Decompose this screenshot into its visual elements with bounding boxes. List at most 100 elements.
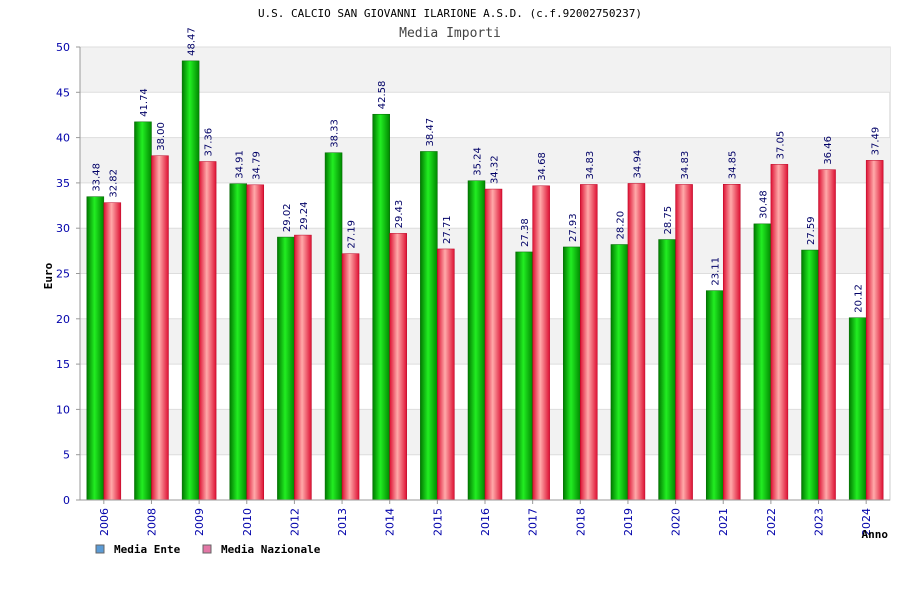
value-label: 34.68: [537, 152, 548, 181]
value-label: 34.85: [728, 151, 739, 180]
x-tick-label: 2009: [193, 508, 206, 536]
bar-media-ente: [753, 223, 772, 501]
value-label: 30.48: [758, 190, 769, 219]
bar-media-nazionale: [341, 253, 360, 501]
value-label: 35.24: [473, 147, 484, 176]
bar-media-nazionale: [770, 164, 789, 501]
bar-media-ente: [134, 121, 152, 501]
x-tick-label: 2013: [336, 508, 349, 536]
bar-media-nazionale: [484, 188, 503, 501]
value-label: 37.36: [204, 128, 215, 157]
x-tick-label: 2016: [479, 508, 492, 536]
bar-media-nazionale: [627, 183, 646, 501]
bar-media-ente: [658, 239, 676, 501]
value-label: 38.00: [156, 122, 167, 151]
bar-media-nazionale: [675, 184, 693, 501]
value-label: 34.32: [490, 155, 501, 184]
value-label: 29.24: [299, 201, 310, 230]
legend-label-media-ente: Media Ente: [114, 543, 181, 556]
value-label: 36.46: [823, 136, 834, 165]
bar-media-ente: [420, 151, 438, 501]
bar-media-nazionale: [246, 184, 265, 501]
x-tick-label: 2015: [431, 508, 444, 536]
x-tick-label: 2023: [813, 508, 826, 536]
bar-media-ente: [324, 152, 343, 501]
x-axis-ticks: 2006 2008 2009 2010 2012 2013 2014 2015 2016 2017…: [98, 500, 873, 536]
value-label: 27.19: [347, 220, 358, 249]
y-tick-label: 30: [56, 222, 70, 235]
bar-media-nazionale: [865, 160, 884, 501]
x-tick-label: 2014: [384, 508, 397, 536]
value-label: 42.58: [377, 81, 388, 110]
bar-media-nazionale: [389, 233, 407, 501]
value-label: 32.82: [108, 169, 119, 198]
x-tick-label: 2006: [98, 508, 111, 536]
value-label: 34.79: [251, 151, 262, 180]
bar-media-ente: [515, 251, 533, 501]
bar-media-nazionale: [580, 184, 598, 501]
value-label: 37.05: [775, 131, 786, 160]
value-label: 27.93: [568, 213, 579, 242]
x-tick-label: 2017: [527, 508, 540, 536]
chart-title: U.S. CALCIO SAN GIOVANNI ILARIONE A.S.D.…: [258, 7, 642, 20]
x-tick-label: 2018: [574, 508, 587, 536]
y-tick-label: 20: [56, 313, 70, 326]
value-label: 33.48: [91, 163, 102, 192]
value-label: 34.83: [585, 151, 596, 180]
grid-band: [80, 47, 890, 93]
value-label: 37.49: [871, 127, 882, 156]
value-label: 27.71: [442, 215, 453, 244]
y-tick-label: 0: [63, 494, 70, 507]
bar-media-ente: [229, 183, 248, 501]
x-tick-label: 2008: [145, 508, 158, 536]
value-label: 27.38: [520, 218, 531, 247]
legend: Media Ente Media Nazionale: [95, 543, 321, 556]
bar-media-ente: [705, 290, 724, 501]
legend-swatch-media-nazionale: [202, 544, 212, 554]
bar-media-nazionale: [722, 184, 741, 501]
value-label: 20.12: [854, 284, 865, 313]
x-tick-label: 2022: [765, 508, 778, 536]
value-label: 38.47: [425, 118, 436, 147]
bar-media-ente: [801, 249, 819, 501]
bar-media-ente: [181, 60, 200, 501]
value-label: 34.94: [632, 150, 643, 179]
legend-swatch-media-ente: [95, 544, 105, 554]
value-label: 28.20: [615, 211, 626, 240]
value-label: 34.91: [234, 150, 245, 179]
x-tick-label: 2021: [717, 508, 730, 536]
value-label: 27.59: [806, 216, 817, 245]
bar-media-ente: [467, 180, 486, 501]
bar-media-nazionale: [103, 202, 122, 501]
value-label: 28.75: [663, 206, 674, 235]
y-tick-label: 40: [56, 132, 70, 145]
x-axis-label: Anno: [862, 528, 889, 541]
value-label: 29.02: [282, 203, 293, 232]
bar-media-nazionale: [532, 185, 550, 501]
value-label: 48.47: [187, 27, 198, 56]
bar-media-ente: [610, 244, 629, 501]
y-axis-ticks: 0 5 10 15 20 25 30 35 40 45 50: [56, 41, 80, 507]
bar-media-ente: [372, 113, 390, 501]
y-tick-label: 35: [56, 177, 70, 190]
x-tick-label: 2010: [241, 508, 254, 536]
bar-media-nazionale: [198, 161, 217, 501]
x-tick-label: 2012: [288, 508, 301, 536]
y-tick-label: 10: [56, 403, 70, 416]
x-tick-label: 2019: [622, 508, 635, 536]
chart-subtitle: Media Importi: [399, 26, 501, 41]
bar-media-ente: [86, 196, 105, 501]
bar-media-ente: [563, 246, 581, 501]
value-labels: 33.48 32.82 41.74 38.00 48.47 37.36 34.91 34.79…: [91, 27, 881, 312]
bar-media-nazionale: [294, 234, 312, 501]
bar-media-nazionale: [818, 169, 836, 501]
y-axis-label: Euro: [42, 262, 55, 289]
legend-label-media-nazionale: Media Nazionale: [221, 543, 321, 556]
bars: [86, 60, 884, 501]
x-tick-label: 2024: [860, 508, 873, 536]
value-label: 34.83: [680, 151, 691, 180]
bar-media-nazionale: [151, 155, 169, 501]
y-tick-label: 45: [56, 86, 70, 99]
value-label: 41.74: [139, 88, 150, 117]
value-label: 38.33: [330, 119, 341, 148]
